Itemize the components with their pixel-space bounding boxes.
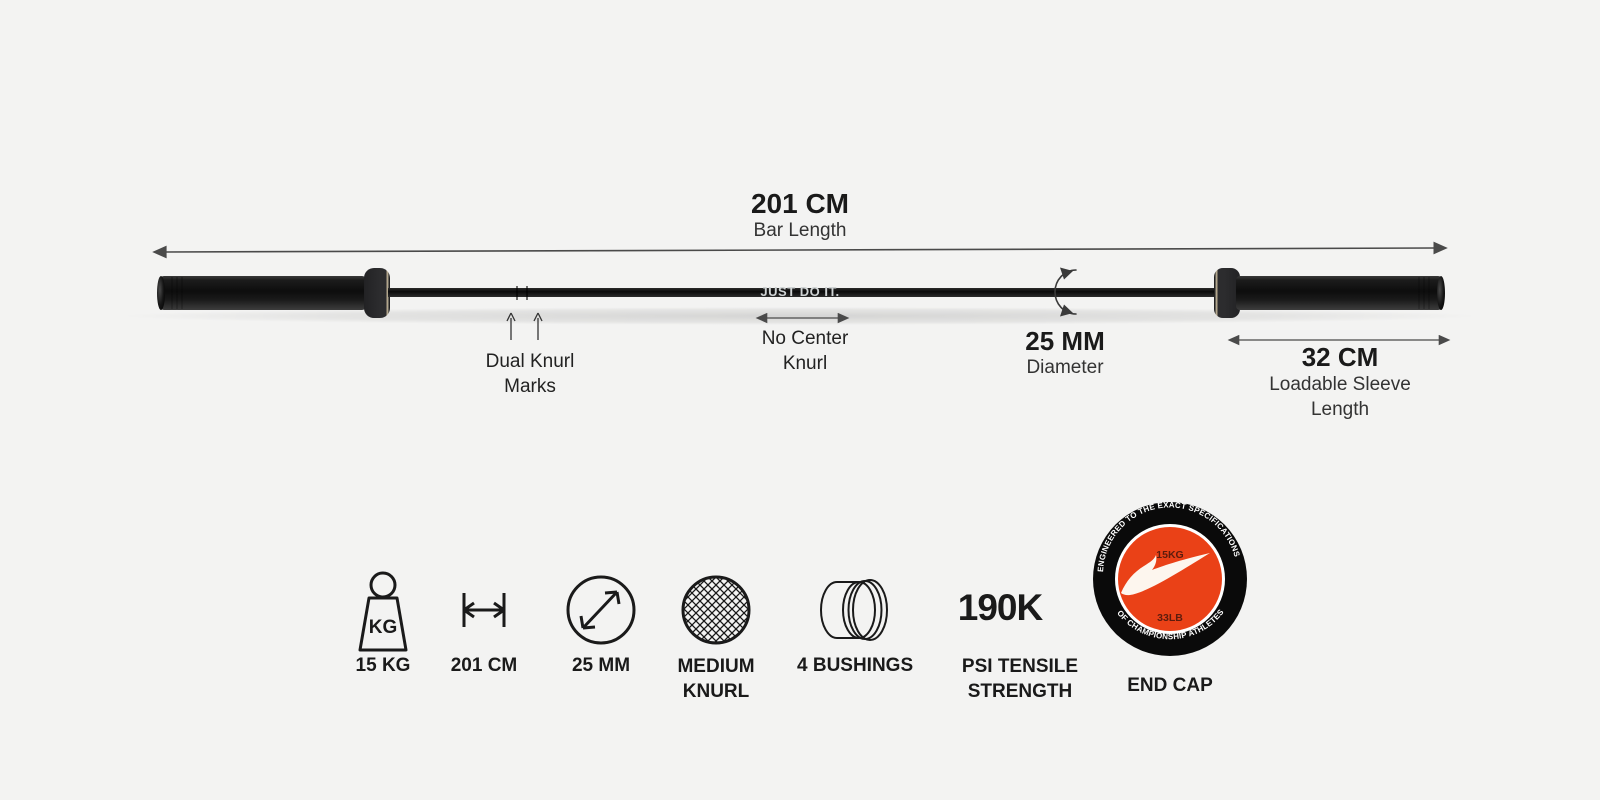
svg-text:KG: KG xyxy=(369,617,398,638)
svg-text:JUST DO IT.: JUST DO IT. xyxy=(760,284,839,299)
svg-text:15KG: 15KG xyxy=(1156,549,1183,561)
svg-text:33LB: 33LB xyxy=(1157,612,1183,624)
